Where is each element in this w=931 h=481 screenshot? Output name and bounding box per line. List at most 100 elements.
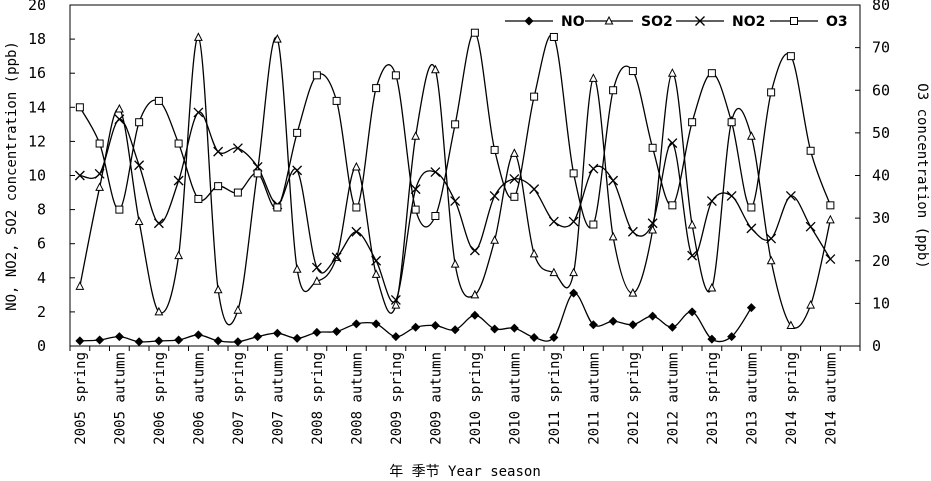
data-point-no2 [627,226,638,237]
x-tick-label: 2013 spring [705,352,721,445]
data-point-no2 [825,254,836,265]
data-point-no [529,332,539,342]
data-point-no2 [114,114,125,125]
data-point-o3 [253,169,262,178]
right-tick-label: 80 [872,0,890,14]
series-line-so2 [79,36,832,329]
data-point-so2 [786,320,796,330]
data-point-o3 [470,28,479,37]
left-tick-label: 20 [28,0,46,14]
data-point-no2 [390,295,401,305]
data-point-so2 [114,103,124,113]
data-point-so2 [411,131,421,140]
data-point-o3 [490,145,499,154]
data-point-o3 [648,143,657,152]
data-point-no [628,320,638,330]
legend: NO SO2 NO2 O3 [505,14,848,30]
data-point-o3 [352,203,361,212]
data-point-so2 [312,276,322,285]
data-point-o3 [411,205,420,214]
data-point-so2 [806,299,816,309]
data-point-no [667,322,677,332]
data-point-o3 [431,211,440,220]
data-point-so2 [213,284,223,294]
data-point-so2 [628,288,638,297]
legend-label-o3: O3 [826,14,848,30]
data-point-no2 [548,216,559,227]
x-tick-label: 2012 autumn [665,352,681,445]
data-point-no2 [746,223,757,234]
x-tick-label: 2005 spring [73,352,89,445]
data-point-o3 [826,201,835,210]
data-point-no [746,303,756,313]
data-point-no2 [193,107,204,118]
data-point-so2 [529,248,539,258]
data-point-no [193,330,203,340]
data-point-o3 [312,71,321,80]
data-point-so2 [75,281,85,290]
y-axis-left-title: NO, NO2, SO2 concentration (ppb) [4,41,20,311]
data-point-o3 [194,194,203,203]
left-tick-label: 12 [28,132,46,150]
data-point-so2 [174,250,184,260]
data-point-o3 [510,192,519,201]
data-point-so2 [707,282,717,292]
data-point-no [174,335,184,345]
data-point-o3 [530,92,539,101]
data-point-no [509,323,519,333]
data-point-no [608,316,618,326]
x-tick-label: 2011 spring [547,352,563,445]
data-point-o3 [135,118,144,127]
data-point-o3 [688,118,697,127]
left-tick-label: 18 [28,30,46,48]
data-point-so2 [430,64,440,74]
data-point-so2 [608,231,618,241]
data-point-no [430,321,440,331]
x-tick-label: 2009 autumn [428,352,444,445]
data-point-no2 [529,184,540,195]
data-point-so2 [272,34,282,43]
data-point-so2 [746,131,756,140]
data-point-no2 [608,175,619,186]
right-tick-label: 40 [872,167,890,185]
x-tick-label: 2007 spring [231,352,247,445]
data-point-so2 [391,299,401,309]
data-point-so2 [569,267,579,277]
data-point-no [411,322,421,332]
data-point-o3 [174,139,183,148]
left-tick-label: 10 [28,167,46,185]
data-point-no [707,334,717,344]
data-point-so2 [450,259,460,268]
left-tick-label: 16 [28,64,46,82]
data-point-so2 [766,255,776,265]
data-point-o3 [372,84,381,93]
data-point-no2 [450,196,461,207]
data-point-o3 [233,188,242,197]
series-layer [74,28,836,347]
data-point-o3 [727,118,736,127]
data-point-o3 [569,169,578,178]
data-point-no2 [489,191,500,201]
data-point-so2 [154,306,164,316]
right-tick-label: 0 [872,337,881,355]
data-point-no2 [311,262,322,273]
data-point-no2 [706,196,717,207]
data-point-so2 [648,224,658,234]
left-tick-label: 2 [37,303,46,321]
legend-marker-o3 [790,17,798,25]
data-point-no2 [647,218,658,229]
data-point-no [391,332,401,342]
data-point-o3 [767,88,776,97]
data-point-no [569,288,579,298]
legend-marker-no [524,16,534,26]
data-point-so2 [292,264,302,273]
x-tick-label: 2014 autumn [823,352,839,445]
data-point-no2 [173,175,184,186]
x-tick-label: 2006 autumn [191,352,207,445]
x-tick-label: 2008 spring [310,352,326,445]
data-point-so2 [549,267,559,277]
data-point-no [648,311,658,321]
data-point-o3 [786,52,795,61]
data-point-no2 [509,173,520,184]
right-tick-label: 70 [872,39,890,57]
